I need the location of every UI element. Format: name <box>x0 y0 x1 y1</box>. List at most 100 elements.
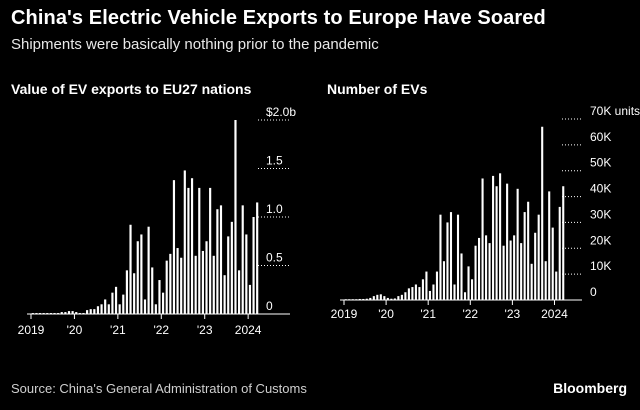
left-panel-title: Value of EV exports to EU27 nations <box>11 81 252 97</box>
right-y-tick-label: 30K <box>590 207 611 221</box>
right-x-tick-label: 2024 <box>541 307 568 321</box>
right-bar <box>404 292 407 300</box>
left-bar <box>252 217 255 314</box>
right-bar <box>495 186 498 300</box>
chart-subtitle: Shipments were basically nothing prior t… <box>11 36 379 53</box>
left-bar <box>143 299 147 314</box>
left-bar <box>209 187 212 314</box>
left-bar <box>140 234 143 314</box>
left-x-tick-label: '21 <box>110 323 126 337</box>
right-bar <box>544 261 547 300</box>
right-bar <box>362 298 365 300</box>
left-bar <box>205 241 208 314</box>
right-bar <box>537 214 540 300</box>
right-bar <box>506 183 509 300</box>
right-bar <box>442 261 446 300</box>
right-x-tick-label: 2019 <box>331 307 358 321</box>
left-bar <box>64 312 67 314</box>
left-bar <box>114 286 118 314</box>
left-bar <box>201 250 204 314</box>
left-y-tick-label: 1.0 <box>266 202 283 216</box>
right-bar <box>397 296 400 300</box>
left-bar <box>248 284 252 314</box>
right-bar <box>523 212 526 300</box>
right-y-tick-label: 70K units <box>590 104 640 118</box>
left-bar <box>147 226 150 314</box>
right-bar <box>478 237 481 300</box>
right-bar <box>509 240 512 300</box>
right-bar <box>435 271 439 300</box>
left-x-tick-label: '23 <box>197 323 213 337</box>
left-bar <box>133 273 136 314</box>
left-bar <box>198 187 201 314</box>
right-bar <box>481 178 484 300</box>
right-bar <box>439 214 442 300</box>
left-bar <box>107 304 110 314</box>
right-bar <box>488 243 491 300</box>
left-bar <box>136 241 139 314</box>
right-x-tick-label: '22 <box>462 307 478 321</box>
left-bar <box>234 120 237 314</box>
right-bar <box>446 222 449 300</box>
right-bar <box>453 284 456 300</box>
right-bar <box>393 298 396 300</box>
left-bar <box>187 187 190 314</box>
right-bar <box>432 284 435 300</box>
right-bar <box>513 235 516 300</box>
right-bar <box>562 186 565 300</box>
left-bar <box>104 299 107 314</box>
left-x-tick-label: '20 <box>67 323 83 337</box>
left-bar <box>158 280 161 314</box>
right-bar <box>502 245 505 300</box>
left-bar <box>122 294 125 314</box>
left-y-tick-label: 0.5 <box>266 251 283 265</box>
right-bar <box>492 175 495 300</box>
right-chart: 0 10K 20K 30K 40K 50K 60K 70K units 2019 '20 '21 '2… <box>331 104 640 321</box>
left-bar <box>111 292 114 314</box>
left-x-tick-label: '22 <box>153 323 169 337</box>
left-bar <box>125 270 128 314</box>
right-y-tick-label: 20K <box>590 233 611 247</box>
right-y-tick-label: 10K <box>590 259 611 273</box>
right-bar <box>555 271 558 300</box>
right-bar <box>474 245 477 300</box>
left-bar <box>169 253 172 314</box>
bloomberg-logo: Bloomberg <box>553 380 627 396</box>
right-bar <box>372 296 375 300</box>
left-bar <box>256 202 259 314</box>
right-bar <box>456 214 460 300</box>
right-bar <box>407 288 410 300</box>
right-bar <box>376 294 379 300</box>
right-bar <box>369 297 372 300</box>
left-bar <box>100 304 103 314</box>
right-bar <box>425 271 428 300</box>
left-bar <box>154 304 157 314</box>
right-bar <box>414 284 417 300</box>
left-bar <box>86 310 89 314</box>
right-panel-title: Number of EVs <box>327 81 428 97</box>
right-bar <box>516 188 519 300</box>
left-bar <box>219 205 223 314</box>
right-bar <box>379 294 382 300</box>
right-x-tick-label: '21 <box>420 307 436 321</box>
right-bar <box>365 298 368 300</box>
left-bar <box>245 234 248 314</box>
left-bar <box>60 312 63 314</box>
right-y-tick-label: 60K <box>590 130 611 144</box>
left-bar <box>96 306 100 314</box>
right-bar <box>548 191 551 300</box>
chart-title: China's Electric Vehicle Exports to Euro… <box>11 7 546 29</box>
left-bar <box>93 309 96 314</box>
left-chart: 0 0.5 1.0 1.5 $2.0b 2019 '20 '21 '22 '23 2024 <box>18 105 297 337</box>
left-bar <box>151 267 154 314</box>
right-bar <box>358 298 361 300</box>
right-bar <box>449 212 453 300</box>
right-bar <box>470 279 474 300</box>
right-y-tick-label: 40K <box>590 182 611 196</box>
right-bar <box>383 296 386 300</box>
right-bar <box>541 126 544 300</box>
left-bar <box>216 209 219 314</box>
left-x-tick-label: 2019 <box>18 323 45 337</box>
right-bar <box>499 173 502 300</box>
left-bar <box>212 255 215 314</box>
